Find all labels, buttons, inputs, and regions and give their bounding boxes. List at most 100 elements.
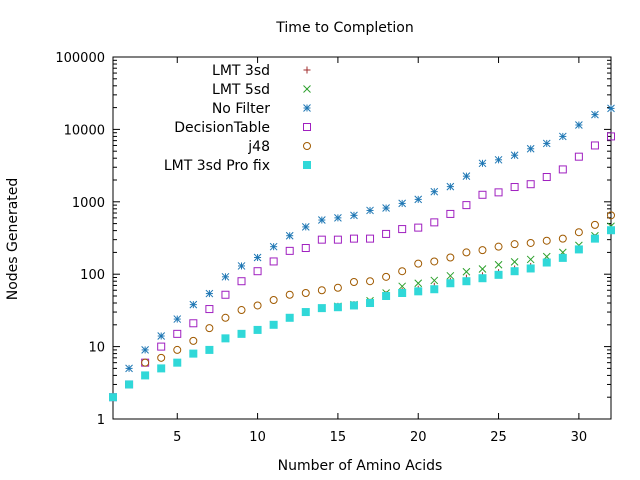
data-point bbox=[285, 313, 294, 322]
data-point bbox=[205, 324, 214, 333]
data-point bbox=[590, 141, 599, 150]
data-point bbox=[398, 199, 407, 208]
data-point bbox=[125, 364, 133, 373]
data-point bbox=[607, 211, 615, 220]
data-point bbox=[591, 110, 599, 119]
data-point bbox=[285, 290, 294, 299]
data-point bbox=[189, 336, 198, 345]
data-point bbox=[349, 301, 358, 310]
series-0 bbox=[109, 225, 615, 401]
data-point bbox=[141, 371, 150, 380]
data-point bbox=[157, 364, 166, 373]
data-point bbox=[558, 253, 567, 262]
data-point bbox=[366, 206, 374, 215]
data-point bbox=[157, 342, 166, 351]
data-point bbox=[317, 216, 326, 224]
data-point bbox=[301, 308, 310, 317]
data-point bbox=[398, 225, 407, 234]
data-point bbox=[349, 278, 358, 287]
data-point bbox=[478, 274, 487, 283]
data-point bbox=[109, 393, 117, 402]
y-tick-label: 100 bbox=[80, 268, 105, 283]
data-point bbox=[494, 188, 503, 197]
series-3 bbox=[109, 132, 615, 402]
x-tick-label: 20 bbox=[410, 430, 427, 445]
legend-label: j48 bbox=[247, 139, 270, 155]
legend-label: No Filter bbox=[212, 101, 270, 117]
data-point bbox=[462, 248, 471, 257]
data-point bbox=[269, 257, 278, 266]
data-point bbox=[478, 246, 487, 255]
data-point bbox=[237, 262, 246, 270]
data-point bbox=[221, 290, 230, 299]
data-points bbox=[109, 104, 615, 402]
data-point bbox=[366, 234, 375, 243]
data-point bbox=[382, 229, 391, 238]
x-tick-label: 5 bbox=[173, 430, 181, 445]
legend-label: LMT 3sd bbox=[212, 63, 270, 79]
x-tick-label: 15 bbox=[330, 430, 347, 445]
series-2 bbox=[109, 104, 615, 402]
data-point bbox=[141, 358, 150, 367]
data-point bbox=[558, 234, 567, 243]
data-point bbox=[574, 228, 583, 237]
data-point bbox=[173, 345, 182, 354]
data-point bbox=[173, 358, 182, 367]
data-point bbox=[494, 260, 503, 269]
data-point bbox=[414, 279, 423, 288]
data-point bbox=[462, 267, 471, 276]
data-point bbox=[574, 245, 583, 254]
y-tick-label: 1000 bbox=[72, 196, 105, 211]
data-point bbox=[269, 296, 278, 305]
legend-marker bbox=[303, 161, 311, 169]
y-tick-label: 100000 bbox=[55, 51, 105, 66]
data-point bbox=[333, 235, 342, 244]
data-point bbox=[526, 180, 535, 189]
data-point bbox=[125, 380, 134, 389]
y-axis-title: Nodes Generated bbox=[5, 178, 21, 301]
data-point bbox=[253, 325, 262, 334]
data-point bbox=[542, 236, 551, 245]
data-point bbox=[414, 287, 423, 296]
data-point bbox=[189, 349, 198, 358]
x-tick-label: 25 bbox=[490, 430, 507, 445]
data-point bbox=[382, 291, 391, 300]
data-point bbox=[301, 244, 310, 253]
legend-label: LMT 5sd bbox=[212, 82, 270, 98]
data-point bbox=[173, 329, 182, 338]
data-point bbox=[333, 283, 342, 292]
data-point bbox=[462, 201, 471, 210]
data-point bbox=[414, 259, 423, 268]
data-point bbox=[189, 300, 198, 309]
data-point bbox=[607, 226, 615, 235]
data-point bbox=[478, 159, 487, 168]
plot-frame bbox=[112, 56, 612, 420]
data-point bbox=[462, 277, 471, 286]
data-point bbox=[494, 155, 503, 164]
data-point bbox=[317, 286, 326, 295]
legend: LMT 3sd LMT 5sd No Filter DecisionTable j48 L… bbox=[164, 63, 311, 174]
data-point bbox=[526, 238, 535, 247]
axis-ticks bbox=[113, 56, 611, 420]
data-point bbox=[221, 313, 230, 322]
data-point bbox=[414, 195, 423, 204]
data-point bbox=[430, 285, 439, 294]
data-point bbox=[350, 211, 358, 220]
data-point bbox=[590, 220, 599, 229]
data-point bbox=[430, 276, 439, 285]
chart-title: Time to Completion bbox=[275, 20, 413, 36]
data-point bbox=[334, 214, 342, 222]
data-point bbox=[607, 104, 615, 113]
data-point bbox=[526, 144, 535, 153]
data-point bbox=[221, 334, 230, 343]
data-point bbox=[237, 329, 246, 338]
legend-label: DecisionTable bbox=[174, 120, 270, 136]
data-point bbox=[607, 132, 615, 141]
data-point bbox=[462, 172, 471, 181]
data-point bbox=[349, 234, 358, 243]
data-point bbox=[510, 240, 519, 249]
data-point bbox=[157, 332, 166, 340]
series-4 bbox=[109, 211, 615, 402]
data-point bbox=[430, 187, 439, 196]
